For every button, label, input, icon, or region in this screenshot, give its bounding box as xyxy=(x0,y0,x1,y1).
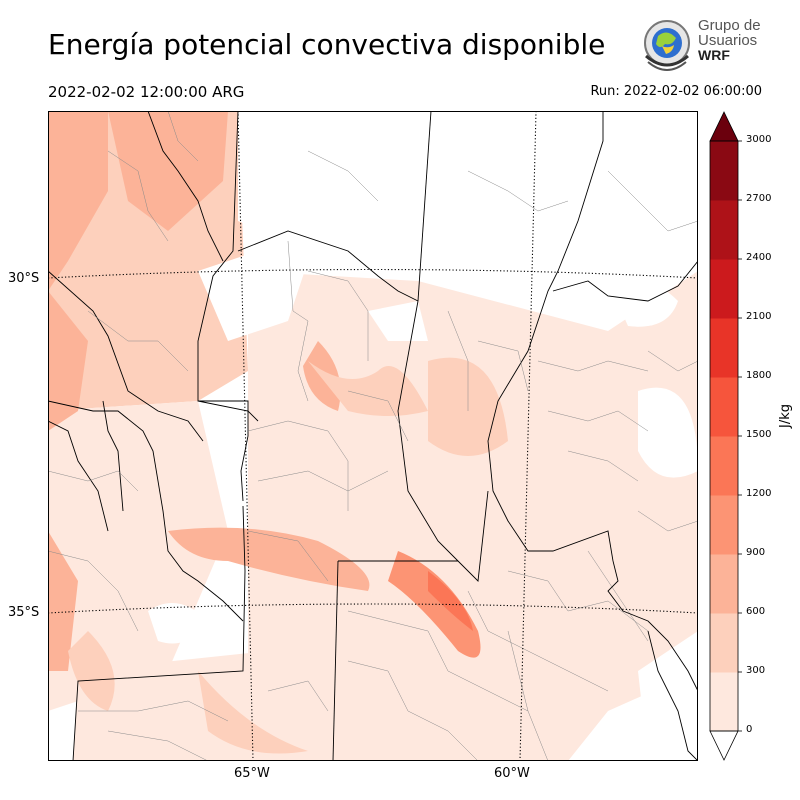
colorbar-tick-label: 3000 xyxy=(746,134,772,145)
colorbar-tick-label: 1500 xyxy=(746,429,772,440)
wrf-group-logo: Grupo de Usuarios WRF xyxy=(638,16,768,74)
lat-label-35s: 35°S xyxy=(8,605,40,620)
colorbar-bin xyxy=(710,672,738,732)
map-title: Energía potencial convectiva disponible xyxy=(48,28,606,61)
logo-text: Grupo de Usuarios WRF xyxy=(698,18,761,63)
logo-emblem-icon xyxy=(644,20,690,71)
colorbar-bin xyxy=(710,377,738,437)
colorbar-tick-label: 2700 xyxy=(746,193,772,204)
run-time: Run: 2022-02-02 06:00:00 xyxy=(590,84,762,99)
colorbar-tick-label: 2400 xyxy=(746,252,772,263)
lat-label-30s: 30°S xyxy=(8,271,40,286)
map-frame xyxy=(48,111,698,761)
colorbar-tick-label: 0 xyxy=(746,724,753,735)
graticule xyxy=(48,111,698,761)
colorbar-tick-label: 300 xyxy=(746,665,766,676)
colorbar-tick-label: 2100 xyxy=(746,311,772,322)
colorbar-bin xyxy=(710,613,738,673)
coastline xyxy=(607,560,698,761)
colorbar-tick-label: 1200 xyxy=(746,488,772,499)
district-borders xyxy=(48,111,698,761)
logo-line-1: Grupo de xyxy=(698,17,761,34)
valid-time: 2022-02-02 12:00:00 ARG xyxy=(48,83,245,101)
colorbar-tick-label: 600 xyxy=(746,606,766,617)
colorbar-bin xyxy=(710,259,738,319)
colorbar-bin xyxy=(710,554,738,614)
colorbar-bin xyxy=(710,495,738,555)
cape-map xyxy=(48,111,698,761)
colorbar-bin xyxy=(710,200,738,260)
colorbar-bin xyxy=(710,436,738,496)
logo-line-3: WRF xyxy=(698,47,730,63)
province-borders xyxy=(48,111,698,761)
colorbar xyxy=(709,111,742,761)
lon-label-60w: 60°W xyxy=(494,766,530,781)
colorbar-tick-label: 1800 xyxy=(746,370,772,381)
colorbar-extend-max xyxy=(709,111,739,142)
lon-label-65w: 65°W xyxy=(234,766,270,781)
colorbar-tick-label: 900 xyxy=(746,547,766,558)
colorbar-extend-min xyxy=(709,730,739,761)
colorbar-unit-label: J/kg xyxy=(778,404,793,428)
colorbar-bin xyxy=(710,141,738,201)
logo-line-2: Usuarios xyxy=(698,32,758,49)
colorbar-bin xyxy=(710,318,738,378)
